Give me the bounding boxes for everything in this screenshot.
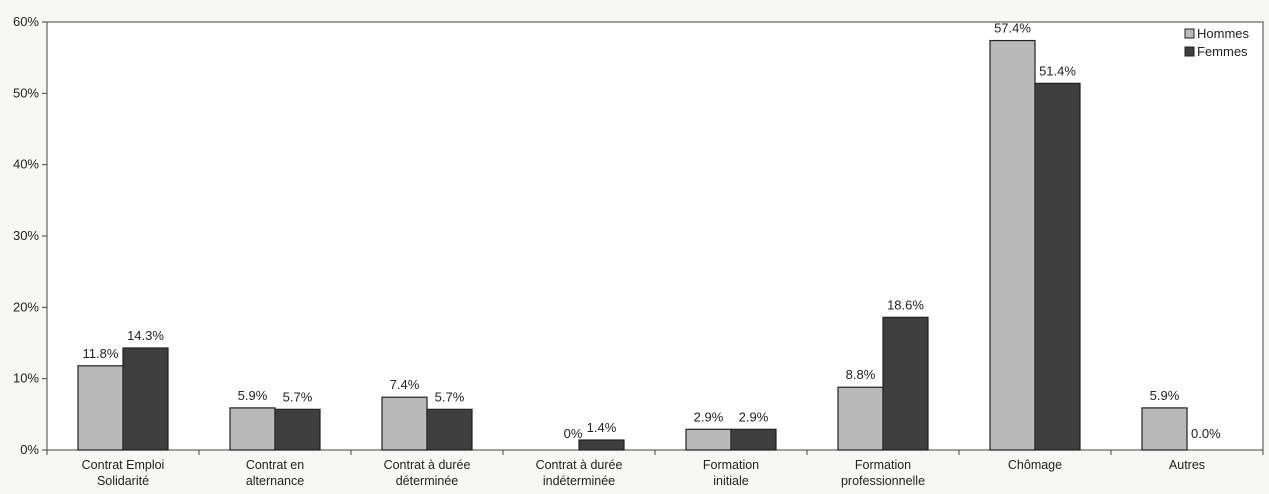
bar-femmes-0: [122, 347, 169, 451]
y-axis: 0% 10% 20% 30% 40% 50% 60%: [13, 14, 47, 457]
x-category-label: Solidarité: [97, 474, 149, 488]
data-label-femmes-1: 5.7%: [283, 389, 313, 404]
x-category-label: Autres: [1169, 458, 1205, 472]
data-label-femmes-5: 18.6%: [887, 297, 924, 312]
y-tick-label: 50%: [13, 85, 39, 100]
legend-swatch-femmes: [1184, 46, 1195, 57]
bar-femmes-3: [578, 439, 625, 451]
y-tick-label: 30%: [13, 228, 39, 243]
x-category-label: Contrat en: [246, 458, 304, 472]
legend: Hommes Femmes: [1184, 26, 1250, 59]
y-tick-label: 10%: [13, 371, 39, 386]
data-label-femmes-7: 0.0%: [1191, 426, 1221, 441]
legend-label-femmes: Femmes: [1197, 44, 1248, 59]
x-category-label: indéterminée: [543, 474, 615, 488]
data-labels-group: 11.8% 5.9% 7.4% 0% 2.9% 8.8% 57.4% 5.9% 14.3% 5.7…: [83, 21, 1222, 441]
data-label-hommes-1: 5.9%: [238, 388, 268, 403]
x-category-label: Formation: [855, 458, 911, 472]
x-category-label: alternance: [246, 474, 304, 488]
bars-group: [77, 39, 1188, 451]
y-tick-label: 0%: [20, 442, 39, 457]
x-axis: Contrat Emploi Solidarité Contrat en altern…: [46, 450, 1264, 488]
x-category-label: Contrat à durée: [536, 458, 623, 472]
x-category-label: Chômage: [1008, 458, 1062, 472]
x-category-label: professionnelle: [841, 474, 925, 488]
bar-femmes-2: [426, 408, 473, 451]
bar-hommes-4: [685, 428, 732, 451]
data-label-hommes-2: 7.4%: [390, 377, 420, 392]
bar-femmes-5: [882, 316, 929, 451]
bar-femmes-1: [274, 408, 321, 451]
data-label-hommes-5: 8.8%: [846, 367, 876, 382]
y-tick-label: 20%: [13, 299, 39, 314]
data-label-femmes-4: 2.9%: [739, 409, 769, 424]
data-label-hommes-6: 57.4%: [994, 21, 1031, 36]
data-label-femmes-3: 1.4%: [587, 420, 617, 435]
data-label-hommes-4: 2.9%: [694, 409, 724, 424]
bar-femmes-6: [1034, 82, 1081, 451]
data-label-femmes-2: 5.7%: [435, 389, 465, 404]
bar-hommes-6: [989, 39, 1036, 451]
y-tick-label: 60%: [13, 14, 39, 29]
data-label-hommes-3: 0%: [564, 426, 583, 441]
legend-swatch-hommes: [1184, 28, 1195, 39]
data-label-hommes-7: 5.9%: [1150, 388, 1180, 403]
bar-hommes-5: [837, 386, 884, 451]
x-category-label: Formation: [703, 458, 759, 472]
x-category-label: initiale: [713, 474, 748, 488]
bar-hommes-7: [1141, 407, 1188, 451]
bar-hommes-2: [381, 396, 428, 451]
x-category-label: déterminée: [396, 474, 459, 488]
y-tick-label: 40%: [13, 157, 39, 172]
data-label-hommes-0: 11.8%: [83, 346, 119, 361]
x-category-label: Contrat à durée: [384, 458, 471, 472]
x-category-label: Contrat Emploi: [82, 458, 165, 472]
bar-femmes-4: [730, 428, 777, 451]
legend-label-hommes: Hommes: [1197, 26, 1250, 41]
bar-hommes-1: [229, 407, 276, 451]
data-label-femmes-0: 14.3%: [127, 328, 164, 343]
bar-hommes-0: [77, 365, 124, 451]
data-label-femmes-6: 51.4%: [1039, 63, 1076, 78]
